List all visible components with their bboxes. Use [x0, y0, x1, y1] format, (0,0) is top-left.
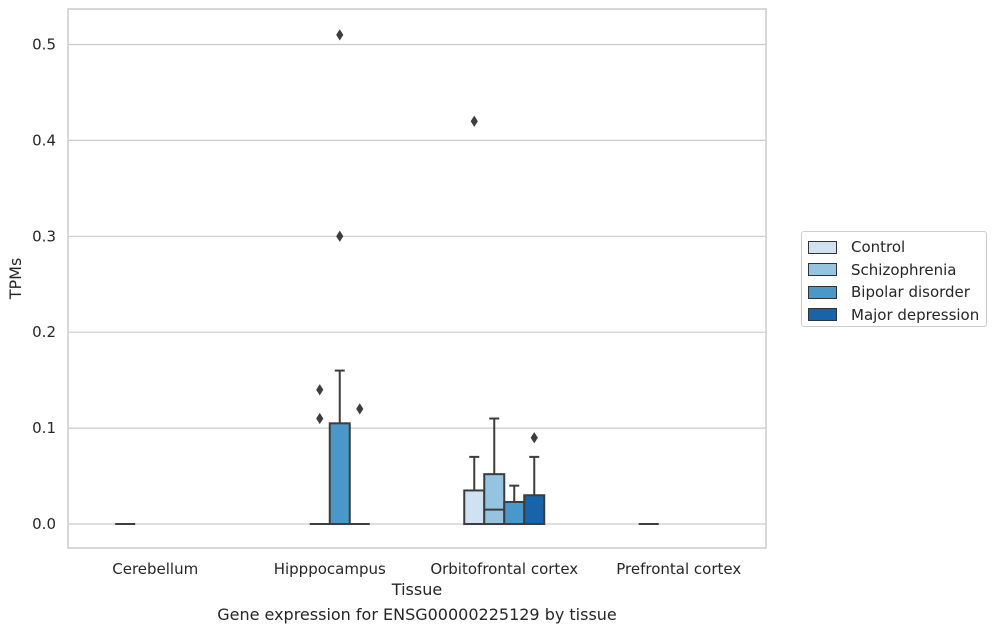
- box-body: [503, 500, 526, 526]
- box-major-depression: [349, 403, 370, 526]
- box-schizophrenia: [483, 417, 506, 526]
- plot-frame: [67, 8, 767, 549]
- x-axis-label: Tissue: [391, 580, 442, 599]
- box-bipolar-disorder: [328, 29, 351, 526]
- box-schizophrenia: [309, 384, 330, 526]
- y-tick-label: 0.5: [32, 35, 56, 53]
- y-tick-label: 0.4: [32, 131, 56, 149]
- legend-label: Major depression: [851, 305, 980, 324]
- legend-swatch: [808, 240, 837, 254]
- y-tick-label: 0.0: [32, 515, 56, 533]
- outlier-point: [316, 384, 324, 396]
- x-tick-label: Orbitofrontal cortex: [430, 560, 578, 578]
- outlier-point: [316, 412, 324, 425]
- outlier-point: [336, 230, 344, 242]
- box-body: [463, 489, 486, 526]
- box-bipolar-disorder: [503, 484, 526, 526]
- legend-item: Major depression: [808, 304, 986, 327]
- box-major-depression: [523, 432, 546, 526]
- y-tick-label: 0.3: [32, 227, 56, 245]
- outlier-point: [356, 403, 364, 415]
- outlier-point: [470, 115, 478, 127]
- x-tick-label: Cerebellum: [112, 560, 198, 578]
- legend-swatch: [808, 308, 837, 322]
- x-tick-label: Hipppocampus: [274, 560, 386, 578]
- box-body: [483, 473, 506, 526]
- legend-label: Control: [851, 238, 906, 257]
- outlier-point: [336, 29, 344, 41]
- y-tick-label: 0.1: [32, 419, 56, 437]
- legend-label: Bipolar disorder: [851, 283, 970, 302]
- x-tick-labels: Cerebellum Hipppocampus Orbitofrontal cort…: [112, 560, 741, 578]
- legend-swatch: [808, 263, 837, 277]
- chart-caption: Gene expression for ENSG00000225129 by t…: [217, 605, 617, 624]
- x-tick-label: Prefrontal cortex: [616, 560, 741, 578]
- legend-item: Schizophrenia: [808, 259, 986, 282]
- legend: Control Schizophrenia Bipolar disorder Majo…: [801, 231, 987, 327]
- legend-swatch: [808, 285, 837, 299]
- outlier-point: [530, 432, 538, 444]
- y-axis-label: TPMs: [6, 258, 25, 301]
- box-control: [463, 115, 486, 526]
- box-body: [328, 422, 351, 526]
- legend-label: Schizophrenia: [851, 260, 957, 279]
- legend-item: Bipolar disorder: [808, 281, 986, 304]
- y-tick-labels: 0.0 0.1 0.2 0.3 0.4 0.5: [32, 35, 56, 533]
- y-tick-label: 0.2: [32, 323, 56, 341]
- box-body: [523, 494, 546, 526]
- chart-marks: [115, 29, 659, 526]
- legend-item: Control: [808, 236, 986, 259]
- grid-lines: [68, 43, 766, 525]
